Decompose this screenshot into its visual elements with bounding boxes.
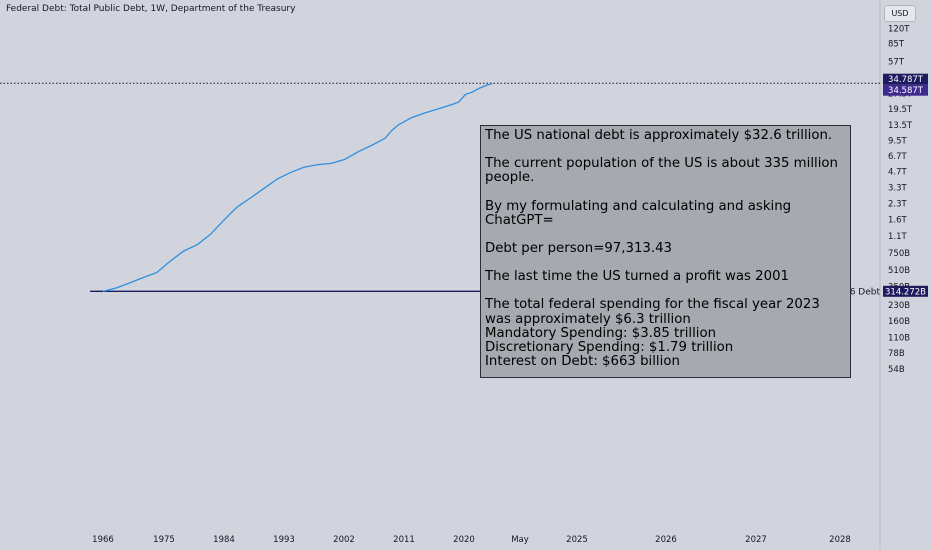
price-badge-baseline-bg [883,285,928,297]
y-tick-label: 6.7T [888,152,908,162]
y-tick-label: 78B [888,349,905,359]
y-tick-label: 750B [888,249,910,259]
note-line-discretionary: Discretionary Spending: $1.79 trillion [485,340,734,356]
x-tick-label: May [511,535,529,545]
note-line-interest: Interest on Debt: $663 billion [485,354,680,370]
horizontal-line-label-text: 1966 Debt [833,287,881,297]
price-badge-baseline: 314.272B [883,285,928,297]
horizontal-line-label: 1966 Debt [833,287,881,297]
y-tick-label: 54B [888,365,905,375]
x-tick-label: 2027 [745,535,767,545]
price-badge-last-text: 34.587T [888,86,924,96]
note-line-calculation: By my formulating and calculating and as… [485,198,792,228]
y-tick-label: 510B [888,266,910,276]
currency-button[interactable]: USD [884,5,916,22]
y-tick-label: 13.5T [888,121,913,131]
y-tick-label: 19.5T [888,105,913,115]
y-tick-label: 4.7T [888,168,908,178]
x-tick-label: 2002 [333,535,355,545]
note-line-debt: The US national debt is approximately $3… [485,128,833,143]
y-tick-label: 110B [888,334,910,344]
x-tick-label: 1984 [213,535,235,545]
note-line-last-profit: The last time the US turned a profit was… [485,269,789,285]
x-axis: 1966 1975 1984 1993 2002 2011 2020 May 2025 2026 2… [92,535,851,545]
x-tick-label: 2025 [566,535,588,545]
price-badge-high-bg [883,73,928,85]
y-tick-label: 9.5T [888,137,908,147]
note-line-population: The current population of the US is abou… [485,156,838,186]
y-tick-label: 1.1T [888,232,908,242]
x-tick-label: 1966 [92,535,114,545]
x-tick-label: 2020 [453,535,475,545]
y-tick-label: 2.3T [888,199,908,209]
price-badge-high: 34.787T [883,73,928,85]
x-tick-label: 1993 [273,535,295,545]
note-line-mandatory: Mandatory Spending: $3.85 trillion [485,325,717,341]
y-tick-label: 85T [888,40,905,50]
text-note-box[interactable]: The US national debt is approximately $3… [480,125,851,378]
y-tick-label: 160B [888,317,910,327]
price-badge-high-text: 34.787T [888,75,924,85]
x-tick-label: 2026 [655,535,677,545]
y-tick-label: 57T [888,57,905,67]
x-tick-label: 2011 [393,535,415,545]
series-line-total-public-debt [102,82,493,293]
y-tick-label: 230B [888,301,910,311]
x-tick-label: 2028 [829,535,851,545]
price-badge-baseline-text: 314.272B [885,287,926,297]
y-tick-label: 3.3T [888,183,908,193]
note-line-spending-intro: The total federal spending for the fisca… [485,297,820,327]
chart-title: Federal Debt: Total Public Debt, 1W, Dep… [6,4,296,14]
y-tick-label: 1.6T [888,215,908,225]
price-badge-last-bg [883,84,928,96]
price-badge-last: 34.587T [883,84,928,96]
y-tick-label: 120T [888,25,910,35]
note-line-debt-per-person: Debt per person=97,313.43 [485,241,673,257]
x-tick-label: 1975 [153,535,175,545]
